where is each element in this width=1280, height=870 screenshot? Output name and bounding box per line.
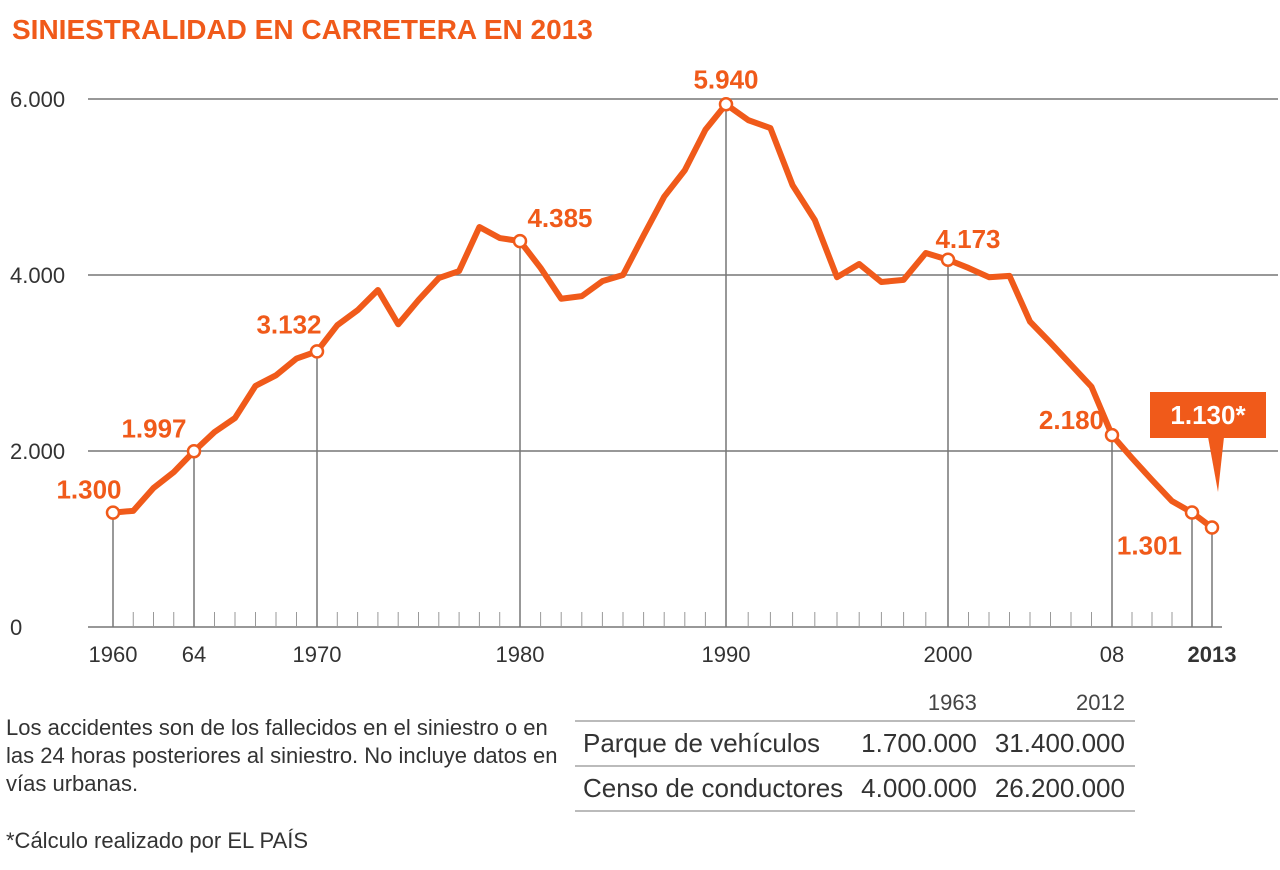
x-tick-label: 1990 — [702, 642, 751, 667]
x-tick-label: 2013 — [1188, 642, 1237, 667]
data-line — [112, 101, 1214, 530]
data-label: 5.940 — [693, 64, 758, 94]
data-label: 2.180 — [1039, 405, 1104, 435]
x-tick-label: 1960 — [89, 642, 138, 667]
data-point-marker — [718, 97, 734, 112]
y-tick-label: 4.000 — [10, 263, 65, 288]
y-tick-label: 6.000 — [10, 87, 65, 112]
table-row: Censo de conductores 4.000.000 26.200.00… — [575, 765, 1135, 812]
data-point-marker — [105, 505, 121, 520]
data-label: 1.300 — [56, 475, 121, 505]
x-tick-label: 1970 — [293, 642, 342, 667]
x-tick-label: 1980 — [496, 642, 545, 667]
data-point-marker — [1104, 427, 1120, 443]
callout-box — [1150, 392, 1266, 438]
header-cell: 2012 — [1076, 690, 1125, 715]
data-label: 3.132 — [256, 309, 321, 339]
table-row: Parque de vehículos 1.700.000 31.400.000 — [575, 720, 1135, 766]
data-point-marker — [940, 252, 956, 268]
data-label: 1.130* — [1170, 400, 1246, 430]
cell: 31.400.000 — [986, 720, 1135, 766]
data-point-marker — [309, 344, 325, 359]
data-label: 1.997 — [121, 413, 186, 443]
data-point-marker — [1204, 520, 1220, 535]
x-tick-label: 2000 — [924, 642, 973, 667]
callout-pointer — [1208, 437, 1224, 492]
cell: 26.200.000 — [986, 765, 1135, 812]
row-label: Censo de conductores — [575, 765, 854, 812]
line-chart: 0 2.000 4.000 6.000 1960 64 1970 1980 1990 2000 08… — [10, 64, 1278, 667]
row-label: Parque de vehículos — [575, 720, 854, 766]
footnote: *Cálculo realizado por EL PAÍS — [6, 828, 309, 853]
data-label: 4.385 — [527, 203, 592, 233]
header-cell: 1963 — [927, 690, 977, 715]
y-tick-label: 0 — [10, 615, 22, 640]
data-label: 1.301 — [1117, 531, 1182, 561]
data-label: 4.173 — [935, 224, 1000, 254]
cell: 4.000.000 — [853, 765, 987, 812]
data-point-marker — [512, 233, 528, 249]
comparison-table: 1963 2012 Parque de vehículos 1.700.000 … — [575, 690, 1135, 812]
cell: 1.700.000 — [853, 720, 987, 766]
x-tick-label: 64 — [182, 642, 206, 667]
header-cell — [575, 690, 853, 721]
chart-title: SINIESTRALIDAD EN CARRETERA EN 2013 — [12, 14, 593, 45]
y-tick-label: 2.000 — [10, 439, 65, 464]
chart-note: Los accidentes son de los fallecidos en … — [6, 715, 558, 796]
data-point-marker — [1184, 505, 1200, 520]
table-header: 1963 2012 — [575, 690, 1135, 721]
data-point-marker — [186, 444, 202, 459]
x-tick-label: 08 — [1100, 642, 1124, 667]
